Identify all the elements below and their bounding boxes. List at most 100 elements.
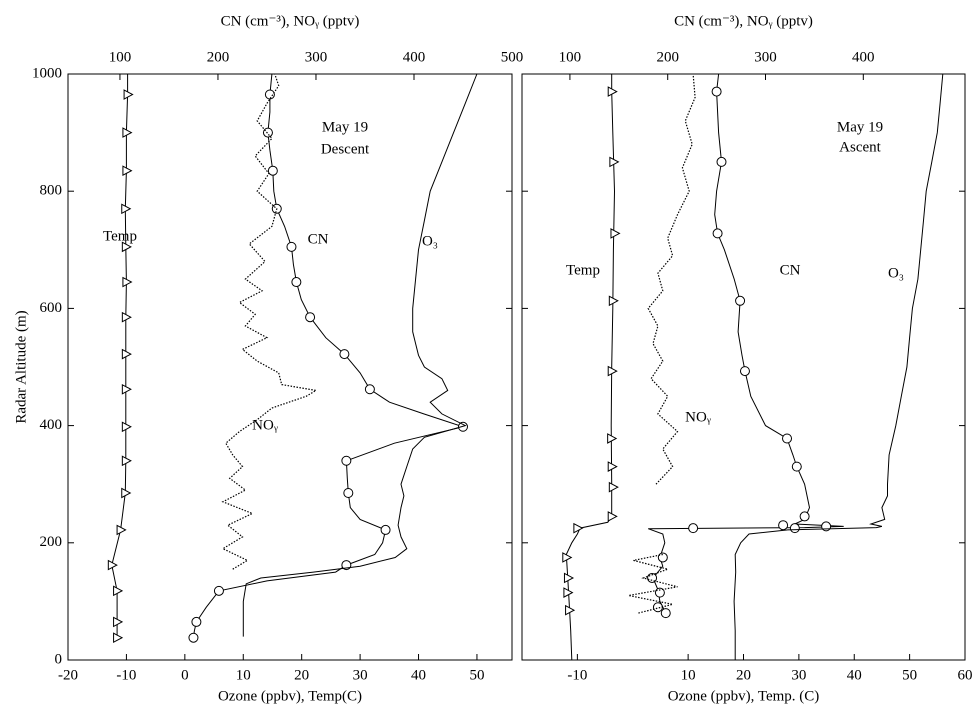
profile-line [733,73,944,660]
x-tick-label: 20 [294,667,309,683]
y-tick-label: 0 [55,651,63,667]
x2-axis-title: CN (cm⁻³), NOᵧ (pptv) [221,13,360,29]
triangle-marker [113,632,124,644]
x2-tick-label: 100 [559,49,582,65]
circle-marker [188,632,199,643]
profile-line [193,73,465,638]
triangle-marker [121,203,132,215]
triangle-marker [122,165,133,177]
y-tick-label: 600 [40,300,63,316]
circle-marker [380,524,391,535]
triangle-marker [121,383,132,395]
circle-marker [778,520,789,531]
series-label: CN [780,262,801,278]
circle-marker [286,241,297,252]
triangle-marker [116,524,127,536]
x-tick-label: 10 [236,667,251,683]
y-axis-title: Radar Altitude (m) [13,310,29,423]
x2-tick-label: 400 [403,49,426,65]
profile-line [242,73,478,637]
x2-tick-label: 400 [852,49,875,65]
x-tick-label: -10 [116,667,136,683]
circle-marker [657,552,668,563]
x-tick-label: 50 [469,667,484,683]
triangle-marker [123,89,134,100]
circle-marker [660,608,671,619]
triangle-marker [608,481,619,493]
triangle-marker [121,455,132,467]
profile-line [221,73,318,570]
x2-axis-title: CN (cm⁻³), NOᵧ (pptv) [674,13,813,29]
x2-tick-label: 500 [501,49,524,65]
circle-marker [789,523,800,534]
x-tick-label: -20 [58,667,78,683]
x-tick-label: 40 [847,667,862,683]
triangle-marker [563,572,575,584]
triangle-marker [562,552,573,563]
x2-tick-label: 200 [656,49,679,65]
annotation: May 19 [837,119,883,135]
y-tick-label: 1000 [32,65,62,81]
circle-marker [712,228,723,239]
circle-marker [341,455,352,466]
x-tick-label: 30 [791,667,806,683]
triangle-marker [121,311,132,323]
annotation: May 19 [322,119,368,135]
circle-marker [264,89,275,100]
circle-marker [291,277,302,288]
series-label: CN [308,231,329,247]
x-axis-title: Ozone (ppbv), Temp. (C) [668,688,820,704]
circle-marker [305,312,316,323]
y-tick-label: 400 [40,417,63,433]
triangle-marker [113,616,124,628]
y-tick-label: 800 [40,183,63,199]
triangle-marker [121,487,132,499]
profile-line [111,74,129,638]
triangle-marker [121,348,132,360]
x2-tick-label: 300 [754,49,777,65]
y-tick-label: 200 [40,534,63,550]
annotation: Ascent [839,139,881,155]
x-tick-label: 30 [353,667,368,683]
x-tick-label: 60 [958,667,973,683]
series-label: Temp [566,262,600,278]
triangle-marker [113,585,124,597]
x2-tick-label: 200 [207,49,230,65]
triangle-marker [121,241,132,253]
triangle-marker [122,127,133,138]
circle-marker [711,86,722,97]
x-tick-label: 50 [902,667,917,683]
triangle-marker [607,86,618,97]
triangle-marker [107,559,118,571]
circle-marker [652,602,663,613]
circle-marker [267,165,278,176]
triangle-marker [607,511,618,522]
triangle-marker [121,421,132,433]
x-tick-label: 10 [681,667,696,683]
triangle-marker [608,295,619,307]
x-tick-label: 0 [181,667,189,683]
triangle-marker [122,276,133,288]
series-label: NOᵧ [252,417,278,433]
circle-marker [364,384,375,395]
circle-marker [191,616,202,627]
triangle-marker [607,461,618,472]
triangle-marker [610,228,621,239]
x2-tick-label: 100 [109,49,132,65]
triangle-marker [609,156,620,168]
series-label: NOᵧ [685,409,711,425]
circle-marker [821,521,832,532]
triangle-marker [607,365,618,377]
circle-marker [739,366,750,377]
series-label: O₃ [422,233,438,249]
profile-line [628,73,696,614]
annotation: Descent [321,141,370,157]
x2-tick-label: 300 [305,49,328,65]
triangle-marker [563,587,574,598]
series-label: O₃ [888,265,904,281]
circle-marker [716,156,727,167]
circle-marker [339,349,350,360]
triangle-marker [565,604,576,616]
